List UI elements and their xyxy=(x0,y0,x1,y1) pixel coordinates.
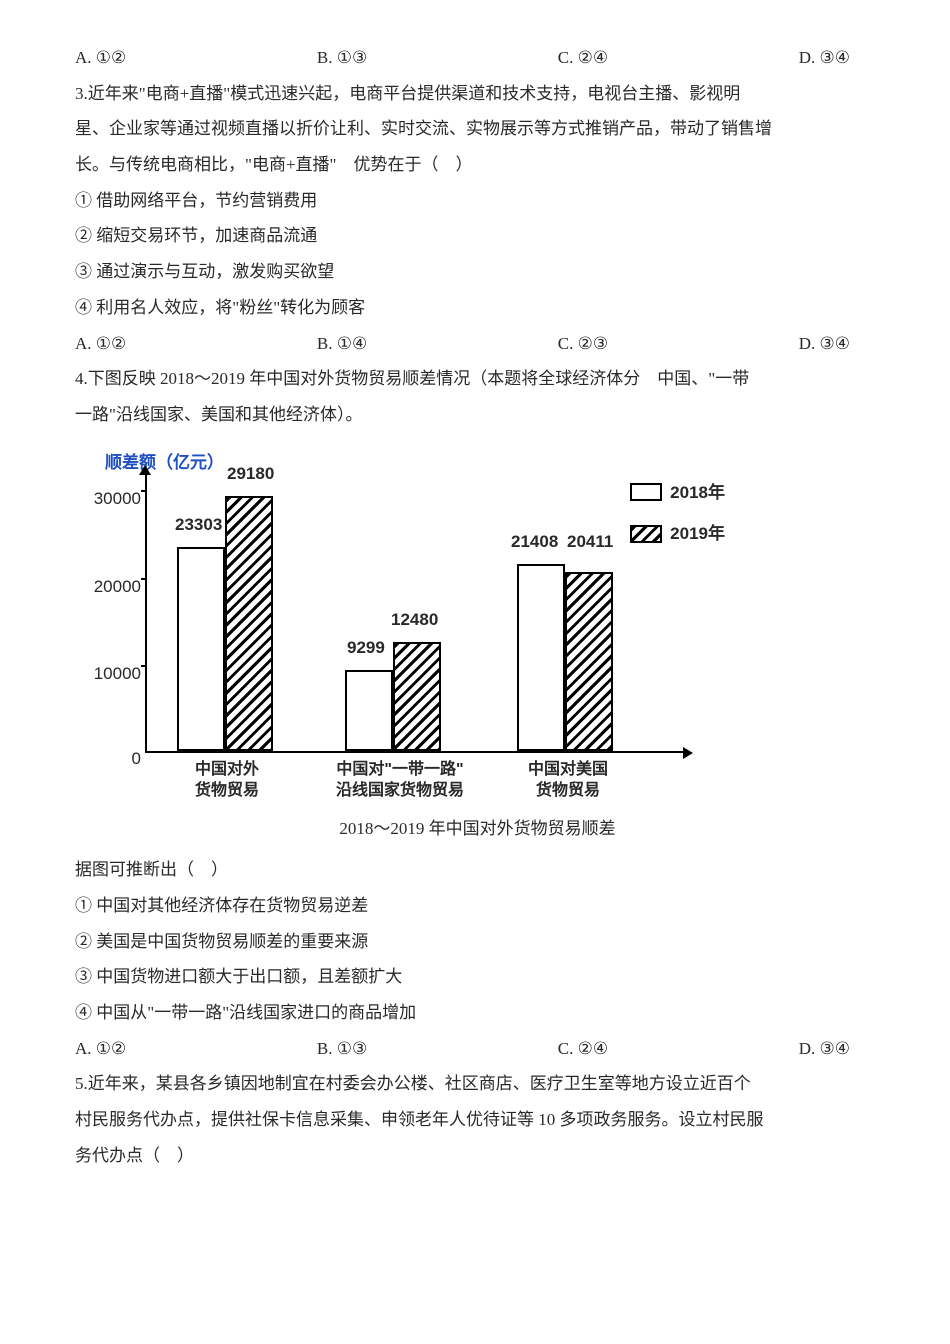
ytick-20000: 20000 xyxy=(81,569,141,605)
xlabel-g3-l2: 货物贸易 xyxy=(503,780,633,802)
q3-opt-c: C. ②③ xyxy=(558,326,608,362)
q4-item-3: ③ 中国货物进口额大于出口额，且差额扩大 xyxy=(75,959,880,995)
q4-opt-b: B. ①③ xyxy=(317,1031,367,1067)
bar-g3-2019 xyxy=(565,572,613,751)
chart-legend: 2018年 2019年 xyxy=(630,475,725,558)
xlabel-g3-l1: 中国对美国 xyxy=(503,759,633,781)
tick-mark xyxy=(141,490,147,492)
legend-label-2018: 2018年 xyxy=(670,475,725,511)
q2-opt-c: C. ②④ xyxy=(558,40,608,76)
q4-item-4: ④ 中国从"一带一路"沿线国家进口的商品增加 xyxy=(75,995,880,1031)
ytick-10000: 10000 xyxy=(81,656,141,692)
q3-stem-line2: 星、企业家等通过视频直播以折价让利、实时交流、实物展示等方式推销产品，带动了销售… xyxy=(75,111,880,147)
q4-item-1: ① 中国对其他经济体存在货物贸易逆差 xyxy=(75,888,880,924)
q5-stem-line1: 5.近年来，某县各乡镇因地制宜在村委会办公楼、社区商店、医疗卫生室等地方设立近百… xyxy=(75,1066,880,1102)
val-g3-2019: 20411 xyxy=(567,524,613,560)
legend-2018: 2018年 xyxy=(630,475,725,511)
xlabel-g2-l2: 沿线国家货物贸易 xyxy=(315,780,485,802)
val-g2-2018: 9299 xyxy=(347,630,385,666)
chart-caption: 2018～2019 年中国对外货物贸易顺差 xyxy=(75,811,880,847)
trade-surplus-chart: 顺差额（亿元） 30000 20000 10000 0 23303 29180 … xyxy=(75,443,725,803)
xlabel-g3: 中国对美国 货物贸易 xyxy=(503,759,633,802)
xlabel-g1-l1: 中国对外 xyxy=(167,759,287,781)
q4-opt-d: D. ③④ xyxy=(799,1031,850,1067)
xlabel-g2: 中国对"一带一路" 沿线国家货物贸易 xyxy=(315,759,485,802)
legend-2019: 2019年 xyxy=(630,516,725,552)
bar-g1-2018 xyxy=(177,547,225,751)
q4-opt-a: A. ①② xyxy=(75,1031,126,1067)
q5-stem-line2: 村民服务代办点，提供社保卡信息采集、申领老年人优待证等 10 多项政务服务。设立… xyxy=(75,1102,880,1138)
q4-opt-c: C. ②④ xyxy=(558,1031,608,1067)
q3-stem-line1: 3.近年来"电商+直播"模式迅速兴起，电商平台提供渠道和技术支持，电视台主播、影… xyxy=(75,76,880,112)
bar-g1-2019 xyxy=(225,496,273,751)
bar-g2-2019 xyxy=(393,642,441,751)
q2-opt-a: A. ①② xyxy=(75,40,126,76)
q3-opt-b: B. ①④ xyxy=(317,326,367,362)
bar-g2-2018 xyxy=(345,670,393,751)
ytick-0: 0 xyxy=(81,741,141,777)
q5-stem-line3: 务代办点（ ） xyxy=(75,1138,880,1174)
q3-item-1: ① 借助网络平台，节约营销费用 xyxy=(75,183,880,219)
q2-opt-b: B. ①③ xyxy=(317,40,367,76)
xlabel-g1: 中国对外 货物贸易 xyxy=(167,759,287,802)
legend-swatch-2019 xyxy=(630,525,662,543)
q3-opt-d: D. ③④ xyxy=(799,326,850,362)
val-g1-2019: 29180 xyxy=(227,456,274,492)
q3-item-2: ② 缩短交易环节，加速商品流通 xyxy=(75,218,880,254)
q4-item-2: ② 美国是中国货物贸易顺差的重要来源 xyxy=(75,924,880,960)
q3-item-3: ③ 通过演示与互动，激发购买欲望 xyxy=(75,254,880,290)
val-g3-2018: 21408 xyxy=(511,524,558,560)
q3-stem-line3: 长。与传统电商相比，"电商+直播" 优势在于（ ） xyxy=(75,147,880,183)
q2-options: A. ①② B. ①③ C. ②④ D. ③④ xyxy=(75,40,880,76)
ytick-30000: 30000 xyxy=(81,481,141,517)
q2-opt-d: D. ③④ xyxy=(799,40,850,76)
bar-g3-2018 xyxy=(517,564,565,751)
tick-mark xyxy=(141,665,147,667)
tick-mark xyxy=(141,578,147,580)
q4-options: A. ①② B. ①③ C. ②④ D. ③④ xyxy=(75,1031,880,1067)
chart-plot-area: 23303 29180 9299 12480 21408 20411 xyxy=(145,473,685,753)
legend-swatch-2018 xyxy=(630,483,662,501)
legend-label-2019: 2019年 xyxy=(670,516,725,552)
val-g2-2019: 12480 xyxy=(391,602,438,638)
q4-infer: 据图可推断出（ ） xyxy=(75,852,880,888)
q3-item-4: ④ 利用名人效应，将"粉丝"转化为顾客 xyxy=(75,290,880,326)
xlabel-g1-l2: 货物贸易 xyxy=(167,780,287,802)
q4-stem-line2: 一路"沿线国家、美国和其他经济体）。 xyxy=(75,397,880,433)
q3-opt-a: A. ①② xyxy=(75,326,126,362)
xlabel-g2-l1: 中国对"一带一路" xyxy=(315,759,485,781)
q4-stem-line1: 4.下图反映 2018～2019 年中国对外货物贸易顺差情况（本题将全球经济体分… xyxy=(75,361,880,397)
q3-options: A. ①② B. ①④ C. ②③ D. ③④ xyxy=(75,326,880,362)
val-g1-2018: 23303 xyxy=(175,507,222,543)
